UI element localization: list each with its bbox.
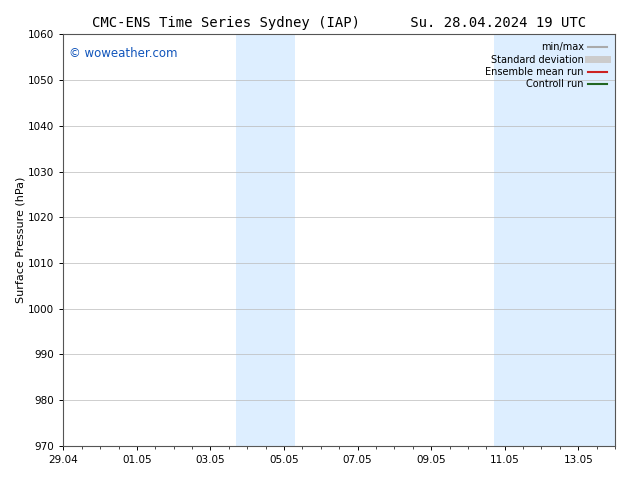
Y-axis label: Surface Pressure (hPa): Surface Pressure (hPa) bbox=[15, 177, 25, 303]
Text: © woweather.com: © woweather.com bbox=[69, 47, 178, 60]
Bar bbox=[523, 34, 615, 446]
Legend: min/max, Standard deviation, Ensemble mean run, Controll run: min/max, Standard deviation, Ensemble me… bbox=[482, 39, 610, 92]
Title: CMC-ENS Time Series Sydney (IAP)      Su. 28.04.2024 19 UTC: CMC-ENS Time Series Sydney (IAP) Su. 28.… bbox=[92, 16, 586, 30]
Bar bbox=[494, 34, 523, 446]
Bar bbox=[266, 34, 295, 446]
Bar bbox=[236, 34, 266, 446]
